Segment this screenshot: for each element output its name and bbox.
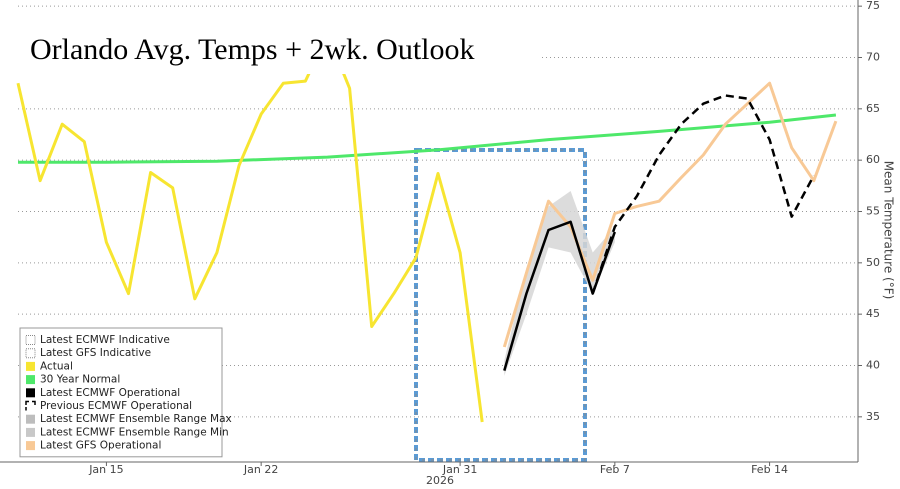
legend-label: Previous ECMWF Operational [40,400,192,412]
y-tick-label: 50 [866,256,880,269]
y-tick-label: 60 [866,153,880,166]
ensemble-range [504,190,615,376]
x-tick-label: Jan 31 [442,463,477,476]
x-tick-label: Jan 15 [88,463,123,476]
highlight-box [414,148,587,462]
legend-label: Latest GFS Indicative [40,347,151,359]
legend-label: Actual [40,360,73,372]
legend-swatch [25,400,36,411]
legend-label: Latest GFS Operational [40,440,161,452]
y-tick-label: 65 [866,102,880,115]
plot: 35 40 45 50 55 60 65 70 75 Jan 15 Jan 22 Jan 31 Feb … [0,0,880,476]
x-tick-label: Jan 22 [243,463,278,476]
legend-swatch [26,388,35,398]
y-tick-label: 75 [866,0,880,12]
legend-swatch [25,335,36,345]
chart-title: Orlando Avg. Temps + 2wk. Outlook [30,33,475,66]
x-year-label: 2026 [426,474,454,487]
highlight-box-inner [415,149,586,461]
y-tick-label: 70 [866,50,880,63]
legend-label: Latest ECMWF Ensemble Range Min [40,426,229,438]
x-tick-label: Feb 7 [600,463,630,476]
legend-swatch [26,361,35,371]
title-bg [18,28,542,74]
legend-swatch [26,427,35,437]
series-line [503,220,616,371]
legend-swatch [25,348,36,359]
y-tick-label: 55 [866,204,880,217]
legend-swatch [26,375,35,385]
series-line [16,32,484,423]
legend-swatch [26,441,35,451]
legend-box [19,327,223,458]
y-tick-label: 40 [866,358,880,371]
legend-label: Latest ECMWF Ensemble Range Max [40,413,232,425]
legend-label: 30 Year Normal [40,374,120,386]
y-axis-label: Mean Temperature (°F) [882,161,896,300]
x-tick-label: Feb 14 [751,463,788,476]
series-line [591,94,815,294]
legend-swatch [26,414,35,424]
series-line [18,113,837,164]
y-tick-label: 45 [866,307,880,320]
y-tick-label: 35 [866,410,880,423]
series-line [502,81,838,348]
legend-label: Latest ECMWF Indicative [40,334,170,346]
legend-label: Latest ECMWF Operational [40,387,180,399]
